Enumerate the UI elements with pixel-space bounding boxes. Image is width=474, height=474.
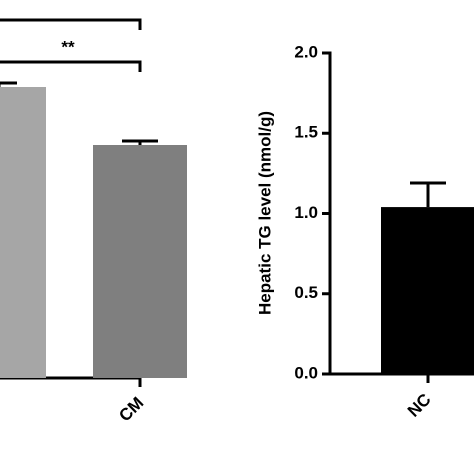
significance: ** bbox=[61, 37, 75, 56]
bar bbox=[381, 207, 474, 374]
x-tick-label: CM bbox=[115, 393, 147, 425]
y-tick-label: 1.5 bbox=[294, 123, 318, 142]
y-axis-title: Hepatic TG level (nmol/g) bbox=[255, 111, 274, 315]
y-tick-label: 0.0 bbox=[294, 363, 318, 382]
y-tick-label: 1.0 bbox=[294, 203, 318, 222]
y-tick-label: 2.0 bbox=[294, 42, 318, 61]
bar bbox=[0, 87, 46, 378]
bar bbox=[93, 145, 187, 378]
y-tick-label: 0.5 bbox=[294, 283, 318, 302]
x-tick-label: NC bbox=[404, 390, 435, 421]
